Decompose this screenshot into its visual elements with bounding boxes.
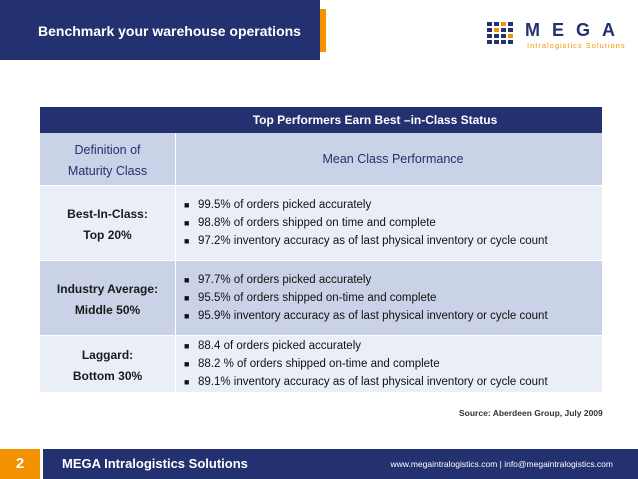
row-items: ■ 97.7% of orders picked accurately ■ 95.5… xyxy=(176,261,602,335)
list-item: ■ 99.5% of orders picked accurately xyxy=(184,196,602,214)
row-label-line2: Bottom 30% xyxy=(72,368,143,383)
bullet-icon: ■ xyxy=(184,359,190,369)
bullet-icon: ■ xyxy=(184,311,190,321)
list-item: ■ 88.2 % of orders shipped on-time and co… xyxy=(184,355,602,373)
footer: 2 MEGA Intralogistics Solutions www.mega… xyxy=(0,449,638,479)
table-title: Top Performers Earn Best –in-Class Statu… xyxy=(40,107,602,133)
source-note: Source: Aberdeen Group, July 2009 xyxy=(459,408,603,418)
list-item: ■ 95.9% inventory accuracy as of last phy… xyxy=(184,307,602,325)
list-item: ■ 97.7% of orders picked accurately xyxy=(184,271,602,289)
col1-header: Definition of Maturity Class xyxy=(40,133,176,185)
row-items: ■ 88.4 of orders picked accurately ■ 88.2 … xyxy=(176,336,602,392)
footer-bar: MEGA Intralogistics Solutions www.megain… xyxy=(43,449,638,479)
bullet-icon: ■ xyxy=(184,275,190,285)
col2-header-text: Mean Class Performance xyxy=(322,152,464,166)
table-header-row: Definition of Maturity Class Mean Class … xyxy=(40,133,602,186)
item-text: 88.2 % of orders shipped on-time and com… xyxy=(198,358,440,370)
col2-header: Mean Class Performance xyxy=(176,133,602,185)
table-row: Best-In-Class: Top 20% ■ 99.5% of orders … xyxy=(40,186,602,261)
row-label: Industry Average: Middle 50% xyxy=(40,261,176,335)
row-label: Best-In-Class: Top 20% xyxy=(40,186,176,260)
header-bar: Benchmark your warehouse operations xyxy=(0,0,320,60)
list-item: ■ 97.2% inventory accuracy as of last phy… xyxy=(184,232,602,250)
col1-header-line1: Definition of xyxy=(74,142,141,157)
item-text: 95.5% of orders shipped on-time and comp… xyxy=(198,292,437,304)
page-number: 2 xyxy=(0,449,40,479)
row-label-line2: Middle 50% xyxy=(74,302,141,317)
list-item: ■ 98.8% of orders shipped on time and com… xyxy=(184,214,602,232)
item-text: 98.8% of orders shipped on time and comp… xyxy=(198,217,436,229)
logo-subtitle: Intralogistics Solutions xyxy=(527,41,626,50)
bullet-icon: ■ xyxy=(184,293,190,303)
item-text: 97.7% of orders picked accurately xyxy=(198,274,372,286)
list-item: ■ 88.4 of orders picked accurately xyxy=(184,337,602,355)
row-label-line1: Industry Average: xyxy=(56,281,159,296)
item-text: 99.5% of orders picked accurately xyxy=(198,199,372,211)
footer-contact: www.megaintralogistics.com | info@megain… xyxy=(390,459,613,469)
list-item: ■ 89.1% inventory accuracy as of last phy… xyxy=(184,373,602,391)
bullet-icon: ■ xyxy=(184,200,190,210)
item-text: 89.1% inventory accuracy as of last phys… xyxy=(198,376,548,388)
logo-grid-icon xyxy=(487,22,517,44)
header-accent xyxy=(320,9,326,52)
footer-company: MEGA Intralogistics Solutions xyxy=(62,456,248,471)
list-item: ■ 95.5% of orders shipped on-time and com… xyxy=(184,289,602,307)
mega-logo: MEGA Intralogistics Solutions xyxy=(487,20,627,50)
item-text: 95.9% inventory accuracy as of last phys… xyxy=(198,310,548,322)
bullet-icon: ■ xyxy=(184,377,190,387)
bullet-icon: ■ xyxy=(184,218,190,228)
table-row: Laggard: Bottom 30% ■ 88.4 of orders pick… xyxy=(40,336,602,393)
table-row: Industry Average: Middle 50% ■ 97.7% of o… xyxy=(40,261,602,336)
page-title: Benchmark your warehouse operations xyxy=(38,23,301,39)
item-text: 88.4 of orders picked accurately xyxy=(198,340,362,352)
logo-text: MEGA xyxy=(525,20,627,40)
row-label-line1: Laggard: xyxy=(81,347,134,362)
bullet-icon: ■ xyxy=(184,236,190,246)
bullet-icon: ■ xyxy=(184,341,190,351)
row-items: ■ 99.5% of orders picked accurately ■ 98.8… xyxy=(176,186,602,260)
col1-header-line2: Maturity Class xyxy=(67,163,148,178)
maturity-table: Top Performers Earn Best –in-Class Statu… xyxy=(40,107,602,393)
row-label-line1: Best-In-Class: xyxy=(67,206,148,221)
row-label: Laggard: Bottom 30% xyxy=(40,336,176,392)
row-label-line2: Top 20% xyxy=(83,227,132,242)
item-text: 97.2% inventory accuracy as of last phys… xyxy=(198,235,548,247)
